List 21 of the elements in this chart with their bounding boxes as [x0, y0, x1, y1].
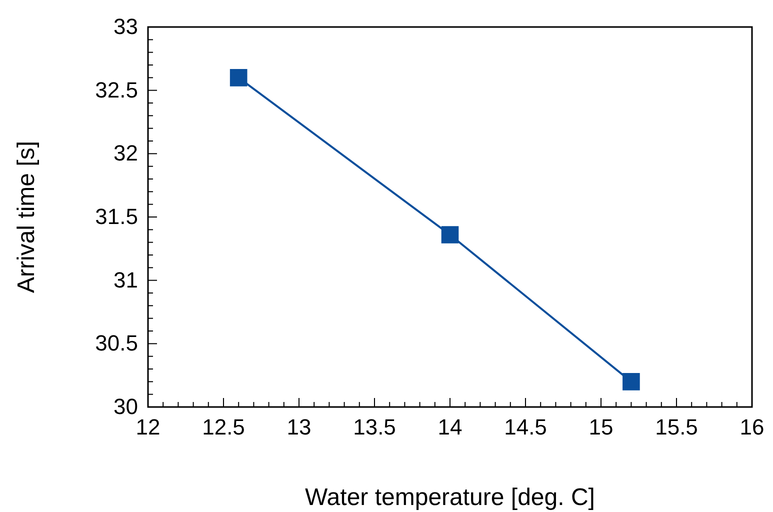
y-tick-label: 30	[114, 394, 138, 420]
x-axis-title: Water temperature [deg. C]	[305, 484, 595, 511]
x-tick-label: 14	[438, 414, 462, 440]
x-tick-label: 12	[136, 414, 160, 440]
y-tick-label: 30.5	[95, 330, 138, 356]
x-tick-label: 15.5	[655, 414, 698, 440]
y-tick-label: 32	[114, 140, 138, 166]
x-tick-label: 15	[588, 414, 614, 440]
y-tick-label: 32.5	[95, 77, 138, 102]
point	[441, 226, 459, 244]
x-tick-label: 14.5	[504, 414, 547, 440]
y-tick-label: 33	[114, 14, 138, 40]
x-tick-label: 12.5	[202, 414, 245, 440]
y-tick-label: 31	[114, 267, 138, 292]
point	[622, 373, 640, 390]
point	[230, 69, 248, 86]
y-tick-label: 31.5	[95, 204, 138, 230]
x-tick-label: 13	[286, 414, 312, 440]
y-axis-title: Arrival time [s]	[13, 140, 40, 294]
x-tick-label: 13.5	[353, 414, 396, 440]
x-tick-label: 16	[740, 414, 764, 440]
